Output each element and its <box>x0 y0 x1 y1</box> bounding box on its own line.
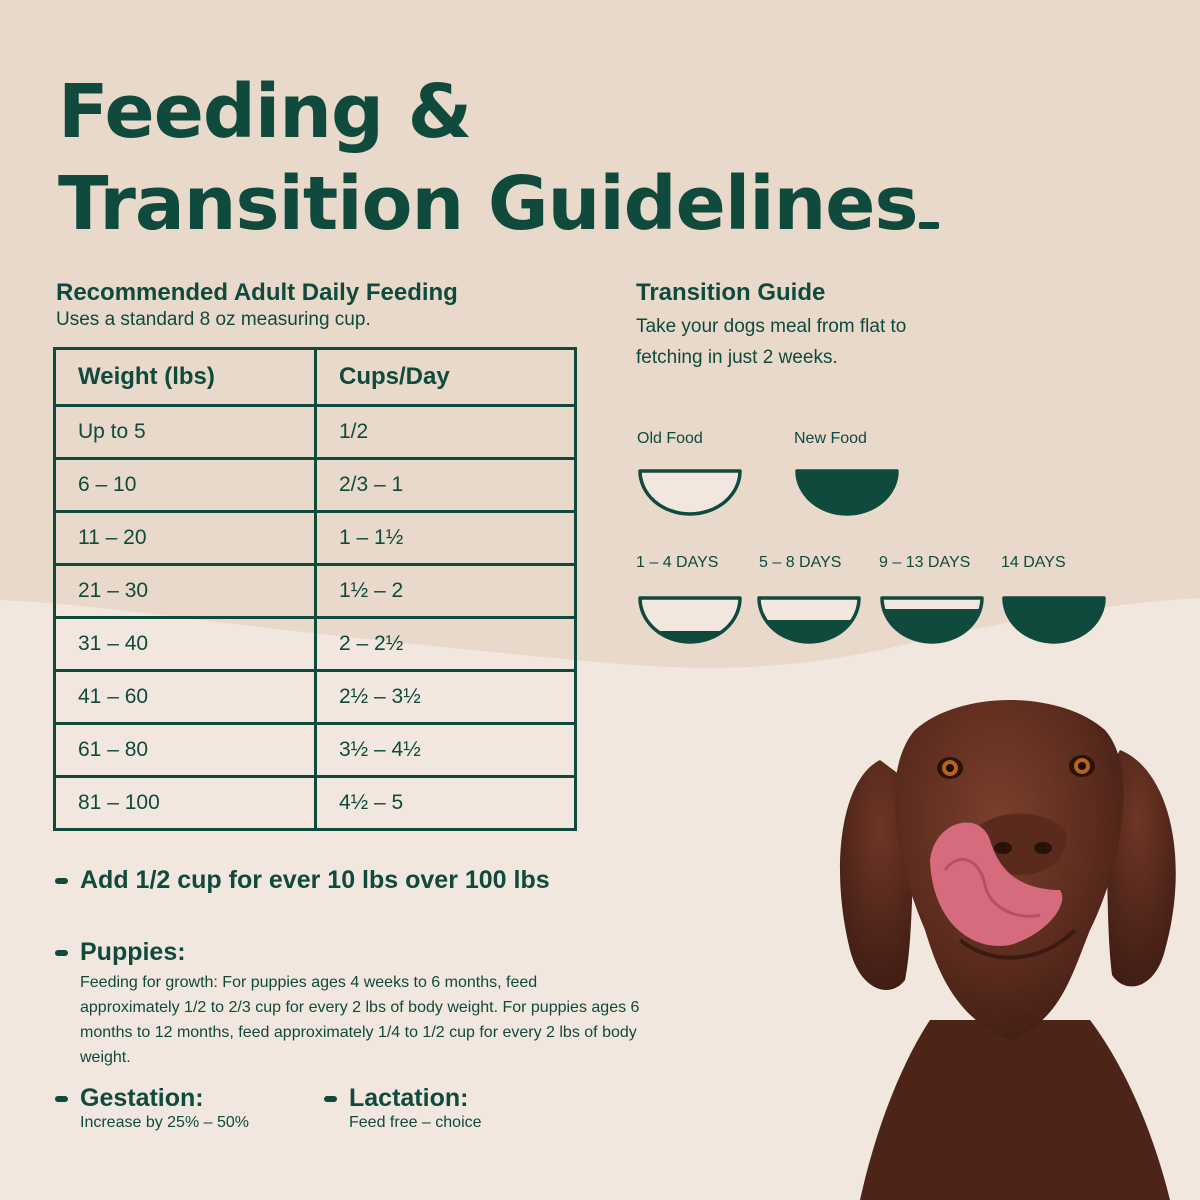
gestation-section: Gestation: Increase by 25% – 50% <box>55 1083 249 1133</box>
stage-label: 9 – 13 DAYS <box>879 554 971 571</box>
bullet-dash-icon <box>55 878 68 885</box>
weight-cell: 41 – 60 <box>53 669 317 725</box>
table-row: 6 – 10 2/3 – 1 <box>53 457 577 513</box>
bowl-outline <box>757 596 861 644</box>
title-line-1: Feeding & <box>58 69 472 155</box>
legend-new-label: New Food <box>794 430 867 447</box>
lactation-heading-row: Lactation: <box>324 1083 482 1113</box>
cups-cell: 1½ – 2 <box>314 563 577 619</box>
extra-feeding-text: Add 1/2 cup for ever 10 lbs over 100 lbs <box>80 866 550 894</box>
lactation-heading: Lactation: <box>349 1084 469 1112</box>
bullet-dash-icon <box>55 1096 68 1103</box>
bullet-dash-icon <box>324 1096 337 1103</box>
bullet-dash-icon <box>55 950 68 957</box>
lactation-section: Lactation: Feed free – choice <box>324 1083 482 1133</box>
stage-1-bowl-icon <box>638 596 742 644</box>
puppies-heading: Puppies: <box>80 938 186 966</box>
weight-cell: 31 – 40 <box>53 616 317 672</box>
table-row: Up to 5 1/2 <box>53 404 577 460</box>
stage-label: 1 – 4 DAYS <box>636 554 719 571</box>
stage-label: 5 – 8 DAYS <box>759 554 842 571</box>
weight-cell: 81 – 100 <box>53 775 317 831</box>
cups-cell: 3½ – 4½ <box>314 722 577 778</box>
gestation-heading: Gestation: <box>80 1084 204 1112</box>
table-row: 21 – 30 1½ – 2 <box>53 563 577 619</box>
bowl-new-food-fill <box>640 631 740 642</box>
cups-cell: 1/2 <box>314 404 577 460</box>
feeding-section-header: Recommended Adult Daily Feeding Uses a s… <box>56 278 458 332</box>
cups-cell: 2 – 2½ <box>314 616 577 672</box>
stage-4-bowl-icon <box>1002 596 1106 644</box>
legend-old-label: Old Food <box>637 430 703 447</box>
bowl-new-food-fill <box>1004 598 1104 642</box>
extra-feeding-note: Add 1/2 cup for ever 10 lbs over 100 lbs <box>55 866 550 895</box>
dog-photo <box>840 700 1176 1200</box>
gestation-heading-row: Gestation: <box>55 1083 249 1113</box>
cups-cell: 2½ – 3½ <box>314 669 577 725</box>
gestation-text: Increase by 25% – 50% <box>80 1114 249 1131</box>
table-row: 11 – 20 1 – 1½ <box>53 510 577 566</box>
table-header-row: Weight (lbs) Cups/Day <box>53 347 577 407</box>
table-row: 61 – 80 3½ – 4½ <box>53 722 577 778</box>
puppies-text: Feeding for growth: For puppies ages 4 w… <box>80 974 640 1066</box>
transition-text: Take your dogs meal from flat to fetchin… <box>636 316 907 368</box>
new-food-bowl-icon <box>795 469 899 516</box>
weight-cell: Up to 5 <box>53 404 317 460</box>
column-header-cups: Cups/Day <box>314 347 577 407</box>
bowl-outline <box>880 596 984 644</box>
table-row: 31 – 40 2 – 2½ <box>53 616 577 672</box>
weight-cell: 11 – 20 <box>53 510 317 566</box>
stage-label: 14 DAYS <box>1001 554 1066 571</box>
column-header-weight: Weight (lbs) <box>53 347 317 407</box>
feeding-table: Weight (lbs) Cups/Day Up to 5 1/2 6 – 10 2… <box>53 347 577 831</box>
puppies-section: Puppies: Feeding for growth: For puppies… <box>55 937 655 1070</box>
weight-cell: 6 – 10 <box>53 457 317 513</box>
bowl-empty-area <box>640 598 740 642</box>
lactation-text: Feed free – choice <box>349 1114 482 1131</box>
weight-cell: 21 – 30 <box>53 563 317 619</box>
bowl-outline <box>1002 596 1106 644</box>
page-title: Feeding & Transition Guidelines <box>58 66 940 250</box>
title-dot-mark <box>919 222 940 229</box>
feeding-heading: Recommended Adult Daily Feeding <box>56 279 458 306</box>
weight-cell: 61 – 80 <box>53 722 317 778</box>
table-row: 81 – 100 4½ – 5 <box>53 775 577 831</box>
feeding-subheading: Uses a standard 8 oz measuring cup. <box>56 309 371 330</box>
old-food-bowl-icon <box>638 469 742 516</box>
transition-heading: Transition Guide <box>636 279 826 306</box>
stage-3-bowl-icon <box>880 596 984 644</box>
table-row: 41 – 60 2½ – 3½ <box>53 669 577 725</box>
cups-cell: 2/3 – 1 <box>314 457 577 513</box>
cups-cell: 4½ – 5 <box>314 775 577 831</box>
transition-section-header: Transition Guide Take your dogs meal fro… <box>636 278 966 373</box>
title-line-2: Transition Guidelines <box>58 158 940 250</box>
bowl-outline <box>638 596 742 644</box>
puppies-heading-row: Puppies: <box>55 937 655 967</box>
title-line-2-text: Transition Guidelines <box>58 161 918 247</box>
cups-cell: 1 – 1½ <box>314 510 577 566</box>
stage-2-bowl-icon <box>757 596 861 644</box>
